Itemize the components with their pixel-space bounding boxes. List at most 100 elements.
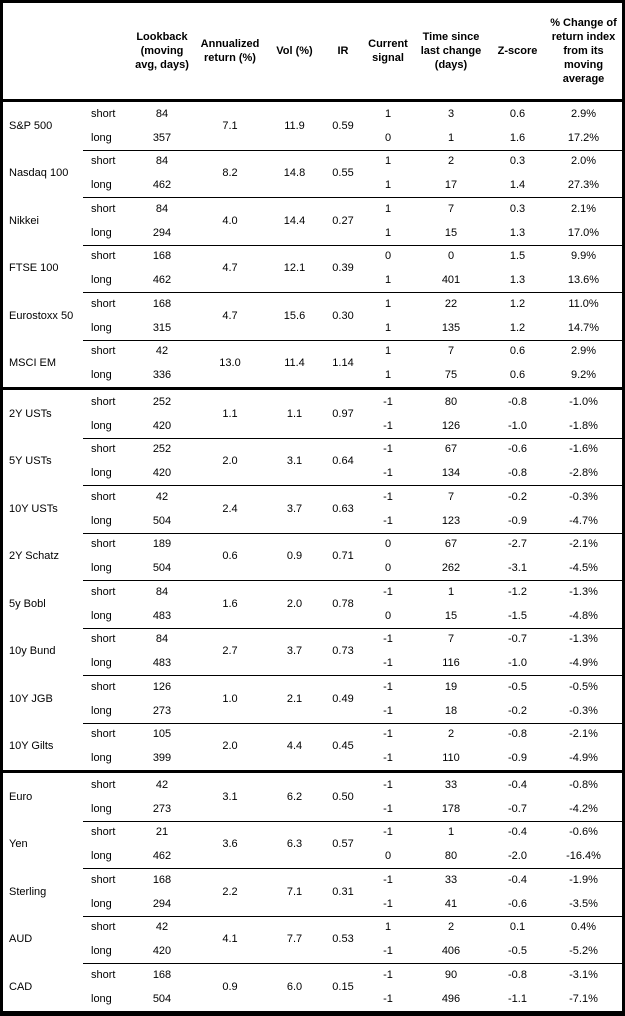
zscore-short: -0.5 [508, 680, 527, 693]
vol: 6.0 [286, 980, 303, 993]
lookback-short: 42 [155, 490, 169, 503]
instrument-name: Euro [9, 790, 33, 803]
pct-change-long: 9.2% [570, 369, 597, 382]
zscore-long: -2.0 [508, 850, 527, 863]
pct-change-long: -1.8% [569, 419, 598, 432]
ir: 0.57 [332, 838, 354, 851]
instrument-name: MSCI EM [9, 357, 57, 370]
pct-change-short: -1.9% [569, 873, 598, 886]
signal-short: -1 [383, 443, 393, 456]
lookback-long: 462 [152, 179, 172, 192]
leg-label-short: short [91, 107, 116, 120]
leg-label-long: long [91, 897, 112, 910]
instrument-name: 5y Bobl [9, 597, 46, 610]
ir: 0.53 [332, 933, 354, 946]
lookback-long: 504 [152, 992, 172, 1005]
pct-change-long: -16.4% [566, 850, 601, 863]
vol: 12.1 [283, 262, 306, 275]
ir: 0.39 [332, 262, 354, 275]
time-since-change-short: 0 [447, 250, 455, 263]
ir: 0.50 [332, 790, 354, 803]
instrument-name: 2Y Schatz [9, 550, 59, 563]
time-since-change-short: 7 [447, 345, 455, 358]
leg-label-long: long [91, 274, 112, 287]
leg-label-long: long [91, 467, 112, 480]
signal-long: 0 [384, 131, 392, 144]
pct-change-short: -0.8% [569, 778, 598, 791]
annualized-return: 0.9 [222, 980, 238, 993]
signal-long: 1 [384, 179, 392, 192]
zscore-long: 1.3 [509, 226, 526, 239]
lookback-long: 315 [152, 321, 172, 334]
instrument-name: 2Y USTs [9, 407, 52, 420]
time-since-change-long: 110 [442, 752, 460, 765]
annualized-return: 3.1 [222, 790, 238, 803]
signal-short: 0 [384, 250, 392, 263]
annualized-return: 3.6 [222, 838, 238, 851]
column-header-label: % Change of return index from its moving… [550, 17, 617, 85]
time-since-change-long: 178 [441, 802, 461, 815]
instrument-group: S&P 500 short long 84 357 7.1 11.9 0.59 1 0 3 1 0.6 1… [3, 102, 622, 150]
pct-change-long: -4.9% [569, 752, 598, 765]
zscore-short: 1.5 [509, 250, 526, 263]
lookback-short: 252 [152, 443, 172, 456]
vol: 2.0 [286, 597, 303, 610]
time-since-change-long: 15 [444, 609, 458, 622]
zscore-long: -0.9 [508, 514, 527, 527]
zscore-long: -3.1 [508, 562, 527, 575]
pct-change-short: -1.0% [569, 395, 598, 408]
signal-short: 0 [384, 538, 392, 551]
pct-change-long: -4.9% [569, 657, 598, 670]
lookback-long: 357 [152, 131, 172, 144]
pct-change-long: 17.2% [567, 131, 600, 144]
ir: 1.14 [332, 357, 354, 370]
lookback-long: 504 [152, 562, 172, 575]
instrument-group: Sterling short long 168 294 2.2 7.1 0.31 -1 -1 33 4… [3, 868, 622, 916]
zscore-short: 0.6 [509, 107, 526, 120]
zscore-short: 0.6 [509, 345, 526, 358]
lookback-short: 168 [152, 297, 172, 310]
time-since-change-long: 15 [444, 226, 458, 239]
table-section-bonds: 2Y USTs short long 252 420 1.1 1.1 0.97 -1 -1 80 12… [3, 387, 622, 770]
table-header-row: Lookback (moving avg, days) Annualized re… [3, 3, 622, 102]
lookback-short: 42 [155, 778, 169, 791]
ir: 0.45 [332, 740, 354, 753]
ir: 0.59 [332, 119, 354, 132]
time-since-change-short: 90 [444, 968, 458, 981]
instrument-name: Yen [9, 838, 28, 851]
time-since-change-long: 41 [444, 897, 458, 910]
vol: 11.9 [284, 119, 305, 132]
instrument-name: 10Y Gilts [9, 740, 54, 753]
time-since-change-short: 80 [444, 395, 458, 408]
ir: 0.97 [332, 407, 354, 420]
ir: 0.55 [332, 167, 354, 180]
zscore-long: 0.6 [509, 369, 526, 382]
leg-label-long: long [91, 850, 112, 863]
instrument-name: FTSE 100 [9, 262, 59, 275]
signal-long: 1 [384, 226, 392, 239]
signal-long: -1 [383, 897, 393, 910]
time-since-change-long: 406 [441, 945, 461, 958]
annualized-return: 1.1 [222, 407, 238, 420]
column-header-pct: % Change of return index from its moving… [545, 3, 622, 99]
vol: 2.1 [286, 692, 303, 705]
column-header-leg [83, 3, 131, 99]
column-header-label: Lookback (moving avg, days) [135, 31, 189, 71]
column-header-lookback: Lookback (moving avg, days) [131, 3, 193, 99]
zscore-short: 1.2 [509, 297, 526, 310]
lookback-long: 273 [152, 802, 172, 815]
instrument-name: CAD [9, 980, 33, 993]
time-since-change-long: 496 [441, 992, 461, 1005]
instrument-group: 10Y USTs short long 42 504 2.4 3.7 0.63 -1 -1 7 123… [3, 485, 622, 533]
column-header-ir: IR [322, 3, 364, 99]
signal-short: -1 [383, 826, 393, 839]
lookback-short: 126 [152, 680, 172, 693]
pct-change-long: -4.7% [569, 514, 598, 527]
annualized-return: 8.2 [222, 167, 238, 180]
signal-short: 1 [384, 297, 392, 310]
pct-change-short: 2.9% [570, 345, 597, 358]
zscore-long: -0.7 [508, 802, 527, 815]
signal-long: -1 [383, 657, 393, 670]
pct-change-short: -1.6% [569, 443, 598, 456]
time-since-change-short: 7 [447, 490, 455, 503]
